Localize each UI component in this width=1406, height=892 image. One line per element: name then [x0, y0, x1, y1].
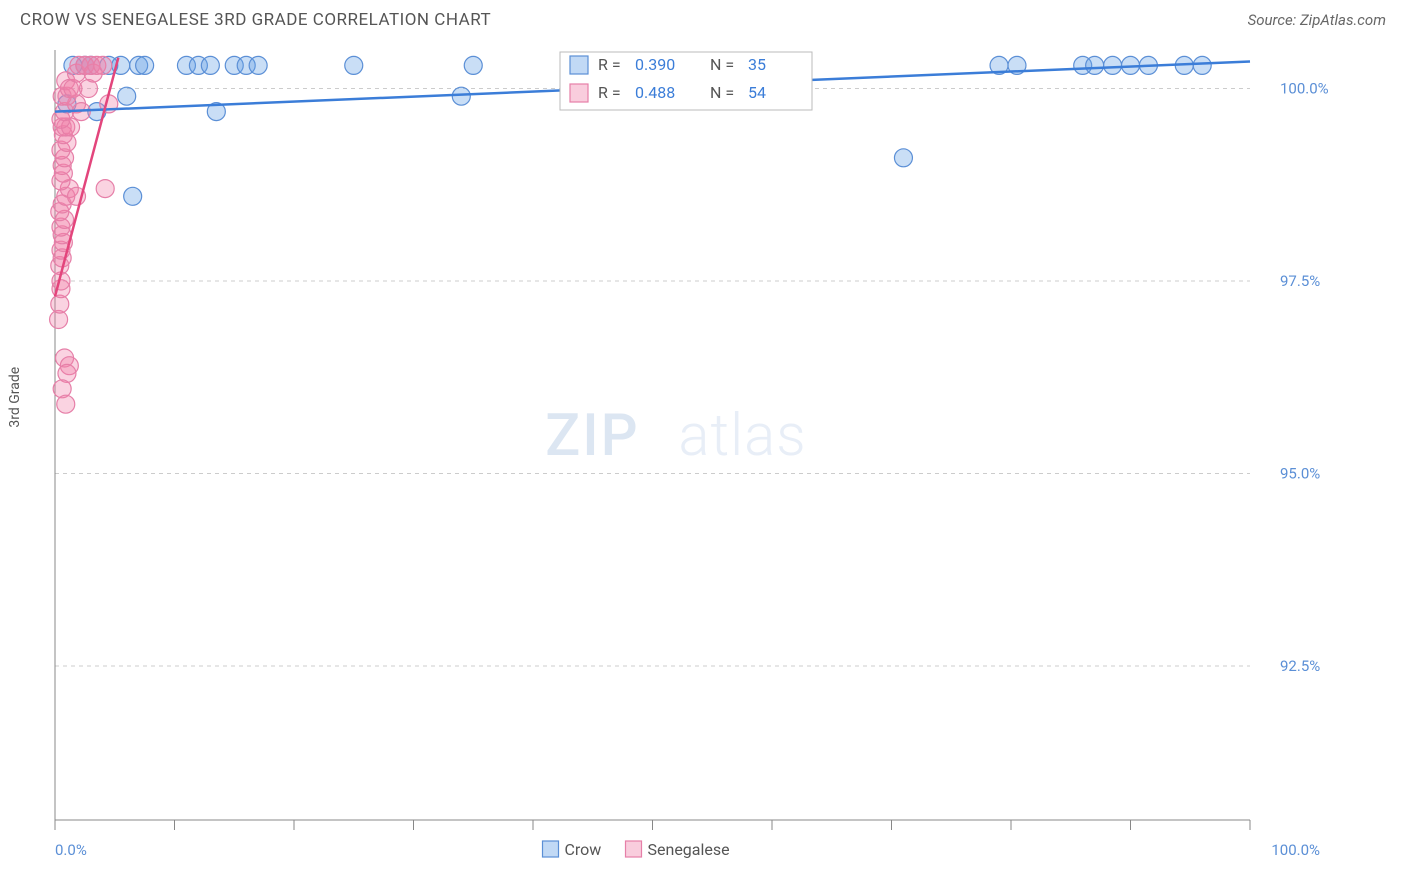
- data-point: [1104, 56, 1122, 74]
- data-point: [118, 87, 136, 105]
- data-point: [201, 56, 219, 74]
- stats-swatch: [570, 56, 588, 74]
- y-tick-label: 92.5%: [1280, 657, 1320, 675]
- stats-n-label: N =: [710, 55, 734, 74]
- data-point: [136, 56, 154, 74]
- stats-r-label: R =: [598, 55, 621, 74]
- y-tick-label: 95.0%: [1280, 465, 1320, 483]
- data-point: [249, 56, 267, 74]
- y-tick-label: 100.0%: [1280, 80, 1329, 98]
- data-point: [96, 180, 114, 198]
- data-point: [452, 87, 470, 105]
- data-point: [57, 395, 75, 413]
- legend-label: Senegalese: [648, 840, 730, 859]
- y-tick-label: 97.5%: [1280, 272, 1320, 290]
- stats-r-label: R =: [598, 83, 621, 102]
- data-point: [345, 56, 363, 74]
- stats-r-value: 0.488: [635, 83, 675, 102]
- chart-source: Source: ZipAtlas.com: [1248, 11, 1386, 29]
- legend-swatch: [543, 841, 559, 857]
- data-point: [124, 187, 142, 205]
- y-axis-label: 3rd Grade: [7, 367, 23, 428]
- stats-r-value: 0.390: [635, 55, 675, 74]
- stats-n-value: 35: [748, 55, 766, 74]
- watermark-bold: ZIP: [545, 402, 639, 470]
- stats-n-label: N =: [710, 83, 734, 102]
- stats-n-value: 54: [748, 83, 766, 102]
- data-point: [894, 149, 912, 167]
- data-point: [1193, 56, 1211, 74]
- x-left-label: 0.0%: [55, 841, 87, 859]
- x-right-label: 100.0%: [1271, 841, 1320, 859]
- data-point: [1086, 56, 1104, 74]
- watermark-light: atlas: [678, 402, 806, 470]
- data-point: [94, 56, 112, 74]
- legend-swatch: [626, 841, 642, 857]
- legend-label: Crow: [565, 840, 602, 859]
- data-point: [464, 56, 482, 74]
- chart-title: CROW VS SENEGALESE 3RD GRADE CORRELATION…: [20, 10, 491, 30]
- correlation-chart: ZIP atlas 100.0% 97.5% 95.0% 92.5% R = 0.390 N =…: [20, 40, 1386, 860]
- stats-swatch: [570, 84, 588, 102]
